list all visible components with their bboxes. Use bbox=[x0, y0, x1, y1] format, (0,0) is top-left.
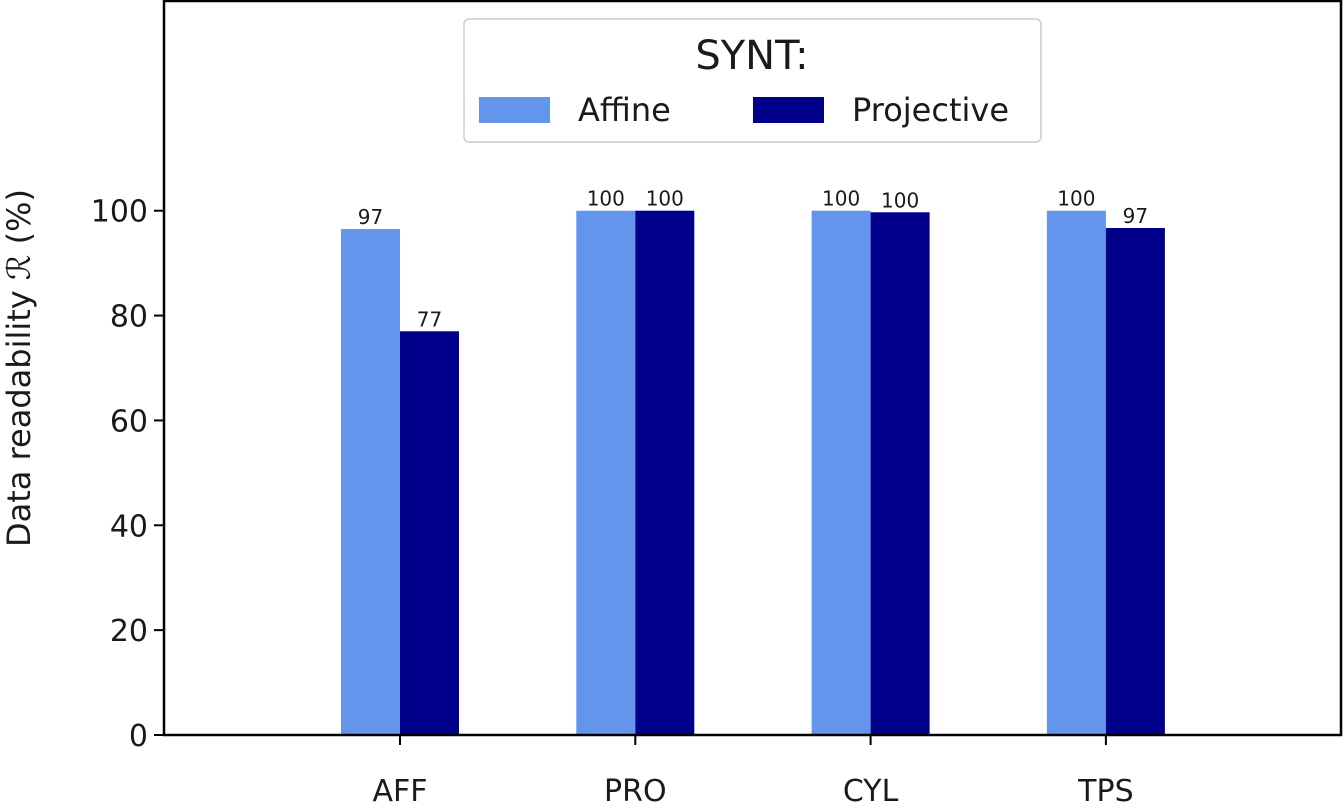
bar-affine-cyl bbox=[811, 210, 871, 735]
plot-frame bbox=[162, 0, 1343, 737]
data-label: 100 bbox=[822, 187, 860, 211]
data-label: 100 bbox=[587, 187, 625, 211]
bar-projective-tps bbox=[1105, 228, 1165, 735]
legend-title: SYNT: bbox=[695, 33, 808, 79]
data-labels: 97 100 100 100 77 100 100 97 bbox=[358, 187, 1148, 332]
bars bbox=[341, 210, 1165, 736]
x-axis-ticks: AFF PRO CYL TPS bbox=[372, 735, 1134, 804]
x-tick-label: TPS bbox=[1077, 774, 1133, 804]
y-tick-label: 80 bbox=[110, 300, 148, 335]
bar-affine-tps bbox=[1046, 210, 1106, 735]
bar-affine-aff bbox=[341, 229, 400, 736]
x-tick-label: PRO bbox=[604, 774, 667, 804]
data-label: 97 bbox=[1123, 204, 1148, 228]
data-label: 100 bbox=[881, 188, 919, 212]
data-label: 97 bbox=[358, 205, 383, 229]
y-tick-label: 0 bbox=[129, 719, 148, 754]
legend-swatch-affine bbox=[479, 97, 550, 123]
legend-box bbox=[463, 18, 1042, 143]
data-label: 100 bbox=[1057, 187, 1095, 211]
x-tick-label: CYL bbox=[843, 774, 899, 804]
bar-projective-aff bbox=[400, 331, 459, 735]
x-tick-label: AFF bbox=[372, 774, 427, 804]
legend: SYNT: Affine Projective bbox=[463, 18, 1042, 143]
y-axis-ticks: 0 20 40 60 80 100 bbox=[91, 195, 164, 754]
legend-label-affine: Affine bbox=[578, 91, 671, 129]
bar-projective-cyl bbox=[870, 212, 930, 736]
data-label: 77 bbox=[417, 307, 442, 331]
y-tick-label: 20 bbox=[110, 614, 148, 649]
y-tick-label: 60 bbox=[110, 404, 148, 439]
legend-swatch-projective bbox=[753, 97, 824, 123]
bar-projective-pro bbox=[635, 210, 695, 735]
bar-affine-pro bbox=[576, 210, 636, 735]
legend-label-projective: Projective bbox=[852, 91, 1009, 129]
y-axis-label: Data readability ℛ (%) bbox=[0, 189, 38, 547]
y-tick-label: 40 bbox=[110, 509, 148, 544]
y-tick-label: 100 bbox=[91, 195, 148, 230]
data-label: 100 bbox=[646, 187, 684, 211]
